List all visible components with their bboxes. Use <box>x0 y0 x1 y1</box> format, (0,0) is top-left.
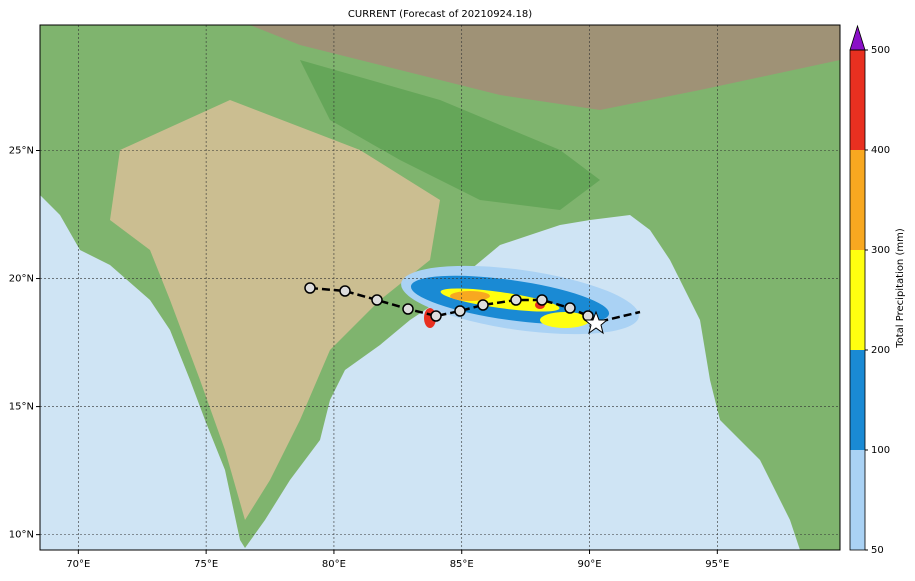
title: CURRENT (Forecast of 20210924.18) <box>348 9 532 20</box>
x-tick-label: 85°E <box>450 559 474 570</box>
track <box>304 282 641 335</box>
himalaya <box>250 25 840 110</box>
y-tick-label: 25°N <box>9 145 34 156</box>
x-tick-label: 90°E <box>577 559 601 570</box>
colorbar-bin <box>850 250 865 350</box>
colorbar-tick-label: 50 <box>871 545 884 556</box>
y-tick-label: 15°N <box>9 402 34 413</box>
grid <box>40 25 840 550</box>
colorbar-bin <box>850 350 865 450</box>
plain <box>300 60 600 210</box>
colorbar-bin <box>850 150 865 250</box>
colorbar-tick-label: 300 <box>871 245 890 256</box>
map <box>40 25 840 550</box>
colorbar-tick-label: 500 <box>871 45 890 56</box>
plateau <box>110 100 440 520</box>
colorbar-bin <box>850 50 865 150</box>
colorbar-bin <box>850 450 865 550</box>
x-tick-label: 95°E <box>705 559 729 570</box>
y-tick-label: 10°N <box>9 530 34 541</box>
x-tick-label: 75°E <box>194 559 218 570</box>
y-tick-label: 20°N <box>9 274 34 285</box>
colorbar-extend <box>849 24 866 51</box>
x-tick-label: 70°E <box>66 559 90 570</box>
colorbar-frame <box>849 49 866 551</box>
colorbar-label: Total Precipitation (mm) <box>895 228 906 349</box>
colorbar-tick-label: 100 <box>871 445 890 456</box>
colorbar-tick-label: 200 <box>871 345 890 356</box>
rainfall <box>401 265 639 335</box>
frame <box>39 24 841 551</box>
colorbar-tick-label: 400 <box>871 145 890 156</box>
x-tick-label: 80°E <box>322 559 346 570</box>
